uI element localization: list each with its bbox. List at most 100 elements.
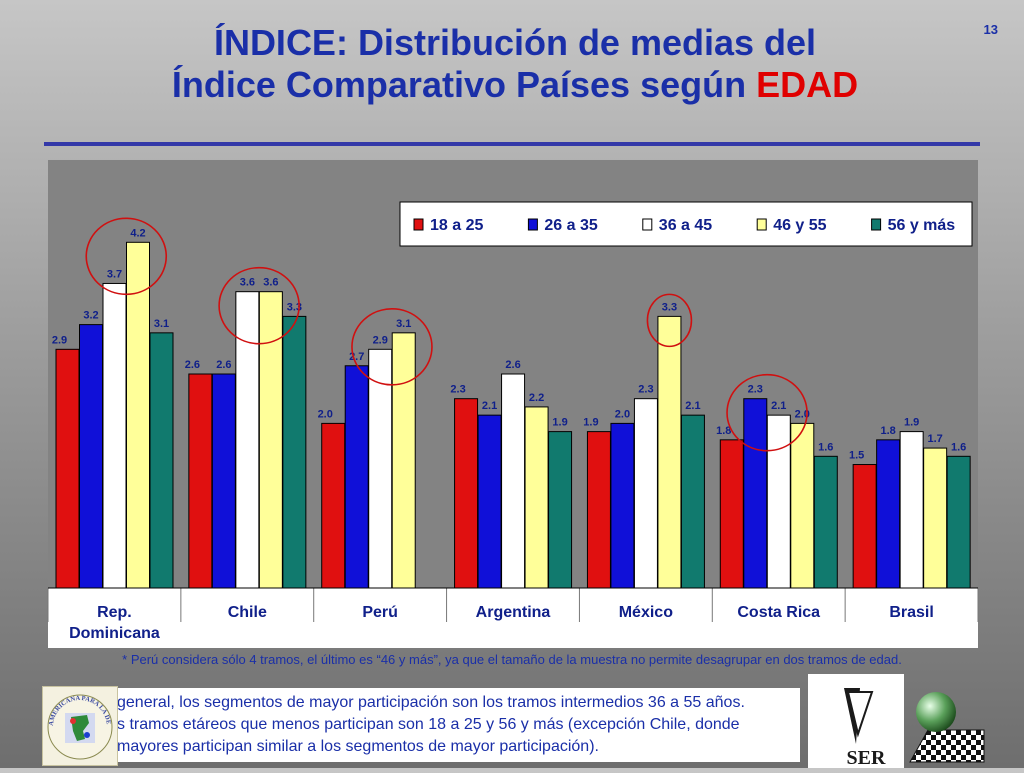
ser-logo-text: SER	[847, 747, 886, 768]
value-label: 2.1	[482, 400, 497, 412]
category-label: Argentina	[476, 604, 551, 621]
bar-chile-3	[258, 291, 283, 589]
bar-costa-rica-1	[743, 398, 768, 589]
value-label: 2.3	[450, 384, 465, 396]
highlight-circle	[646, 293, 693, 348]
chart-footnote: * Perú considera sólo 4 tramos, el últim…	[122, 652, 902, 667]
bar-brasil-3	[923, 447, 948, 589]
bar-perú-3	[391, 332, 416, 589]
bar-rep-dominicana-2	[102, 282, 127, 589]
bar-costa-rica-0	[719, 439, 744, 589]
bar-méxico-2	[633, 398, 658, 589]
bar-chart: 2.9 3.2 3.7 4.2 3.1 2.6 2.6 3.6 3.6 3.3 2.0 2.7 2.9 3…	[47, 160, 979, 642]
category-label: México	[619, 604, 673, 621]
highlight-circle	[726, 373, 808, 452]
value-label: 3.1	[154, 318, 169, 330]
legend-label: 26 a 35	[544, 217, 597, 234]
ser-logo: SER	[808, 674, 904, 769]
bar-chile-2	[235, 291, 260, 589]
legend-swatch	[871, 218, 882, 231]
slide-title: ÍNDICE: Distribución de medias del Índic…	[40, 22, 990, 106]
bar-costa-rica-4	[813, 455, 838, 589]
bar-brasil-4	[946, 455, 971, 589]
category-label: Brasil	[889, 604, 933, 621]
value-label: 3.1	[396, 318, 411, 330]
title-line-1: ÍNDICE: Distribución de medias del	[213, 22, 817, 63]
value-label: 2.0	[615, 408, 630, 420]
value-label: 1.7	[927, 433, 942, 445]
conclusion-line-1: general, los segmentos de mayor particip…	[117, 694, 745, 711]
chess-globe-logo	[906, 690, 986, 764]
bar-méxico-4	[680, 414, 705, 589]
bar-argentina-0	[454, 398, 479, 589]
bar-brasil-0	[852, 464, 877, 589]
value-label: 3.2	[83, 310, 98, 322]
highlight-circle	[218, 266, 300, 345]
value-label: 2.6	[185, 359, 200, 371]
legend: 18 a 25 26 a 35 36 a 45 46 y 55 56 y más	[399, 201, 973, 247]
value-label: 2.6	[216, 359, 231, 371]
value-label: 2.6	[505, 359, 520, 371]
value-label: 3.7	[107, 268, 122, 280]
legend-swatch	[756, 218, 767, 231]
bar-argentina-2	[501, 373, 526, 589]
value-label: 2.0	[318, 408, 333, 420]
bar-méxico-0	[586, 431, 611, 589]
category-label: Chile	[228, 604, 267, 621]
legend-swatch	[413, 218, 424, 231]
bar-argentina-3	[524, 406, 549, 589]
bar-argentina-4	[548, 431, 573, 589]
x-axis-layer: Rep. Dominicana Chile Perú Argentina México Co…	[47, 587, 979, 642]
bar-costa-rica-2	[766, 414, 791, 589]
value-label: 1.8	[716, 425, 731, 437]
title-line-2-prefix: Índice Comparativo Países según	[171, 64, 757, 105]
value-label: 2.1	[685, 400, 700, 412]
value-label: 2.3	[748, 384, 763, 396]
value-label: 1.9	[904, 417, 919, 429]
bar-méxico-3	[657, 315, 682, 589]
legend-label: 46 y 55	[773, 217, 826, 234]
category-label: Rep.	[97, 604, 132, 621]
title-line-2: Índice Comparativo Países según EDAD	[40, 64, 990, 106]
conclusion-line-3: mayores participan similar a los segment…	[117, 738, 599, 755]
category-label: Costa Rica	[737, 604, 820, 621]
red-interamericana-logo: RED INTERAMERICANA PARA LA DEMOCRACIA	[40, 682, 118, 766]
bar-brasil-2	[899, 431, 924, 589]
bar-brasil-1	[876, 439, 901, 589]
slide-number: 13	[983, 22, 998, 37]
value-label: 1.5	[849, 450, 864, 462]
value-label: 1.8	[880, 425, 895, 437]
bar-chile-1	[211, 373, 236, 589]
bar-rep-dominicana-4	[149, 332, 174, 589]
value-label: 1.9	[552, 417, 567, 429]
value-label: 1.9	[583, 417, 598, 429]
value-label: 4.2	[130, 227, 145, 239]
title-divider	[44, 142, 980, 146]
bar-chile-4	[282, 315, 307, 589]
legend-swatch	[642, 218, 653, 231]
conclusion-box: general, los segmentos de mayor particip…	[85, 688, 800, 762]
value-label: 2.9	[373, 334, 388, 346]
conclusion-line-2: s tramos etáreos que menos participan so…	[117, 716, 740, 733]
value-label: 2.2	[529, 392, 544, 404]
value-label: 2.7	[349, 351, 364, 363]
highlight-circles-layer	[85, 217, 808, 452]
highlight-circle	[351, 308, 433, 386]
legend-label: 56 y más	[888, 217, 956, 234]
bar-argentina-1	[477, 414, 502, 589]
legend-label: 36 a 45	[659, 217, 712, 234]
bar-rep-dominicana-1	[79, 324, 103, 589]
highlight-circle	[85, 217, 168, 296]
bar-méxico-1	[610, 422, 635, 589]
bar-costa-rica-3	[790, 422, 815, 589]
legend-label: 18 a 25	[430, 217, 483, 234]
value-label: 3.6	[263, 277, 278, 289]
value-label: 3.6	[240, 277, 255, 289]
value-label: 1.6	[818, 441, 833, 453]
category-label: Perú	[362, 604, 398, 621]
value-label: 3.3	[662, 301, 677, 313]
bar-perú-0	[321, 422, 346, 589]
value-label: 1.6	[951, 441, 966, 453]
bar-rep-dominicana-0	[55, 348, 80, 589]
bar-perú-1	[344, 365, 369, 589]
